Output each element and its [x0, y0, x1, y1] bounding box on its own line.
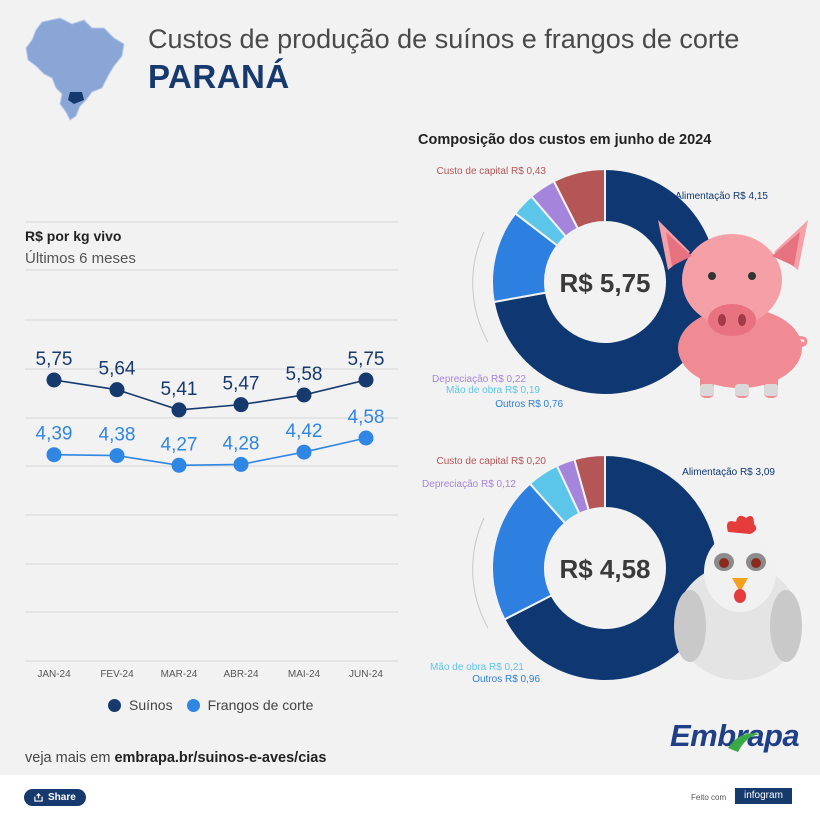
data-label: 4,58 [348, 407, 385, 428]
data-point [233, 456, 249, 472]
x-tick-label: MAR-24 [161, 669, 198, 680]
slice-label: Mão de obra R$ 0,19 [446, 385, 540, 396]
slice-label: Depreciação R$ 0,12 [422, 479, 516, 490]
slice-label: Custo de capital R$ 0,20 [436, 456, 546, 467]
data-point [109, 448, 125, 464]
data-point [358, 372, 374, 388]
chart-period-label: Últimos 6 meses [25, 250, 136, 267]
share-label: Share [48, 792, 76, 803]
data-label: 5,58 [286, 364, 323, 385]
data-label: 4,28 [223, 433, 260, 454]
footer-link-text: veja mais em embrapa.br/suinos-e-aves/ci… [25, 750, 326, 766]
page-title: Custos de produção de suínos e frangos d… [148, 24, 740, 54]
legend-dot-frangos [186, 698, 200, 712]
pie-slice [503, 453, 719, 682]
slice-label: Alimentação R$ 4,15 [675, 191, 768, 202]
legend-dot-suinos [108, 698, 121, 712]
slice-label: Alimentação R$ 3,09 [682, 467, 775, 478]
chart-unit-label: R$ por kg vivo [25, 228, 122, 244]
brazil-map-icon [25, 17, 125, 121]
callout-line [472, 231, 489, 343]
footer-link[interactable]: embrapa.br/suinos-e-aves/cias [114, 750, 327, 766]
pie-slice [573, 453, 606, 512]
data-point [296, 444, 312, 460]
share-button[interactable]: Share [24, 789, 86, 806]
donut-center-label: R$ 4,58 [559, 554, 650, 584]
bottom-bar: Share Feito com infogram [0, 775, 820, 820]
donut-hole [547, 510, 663, 626]
data-point [233, 397, 249, 413]
legend-item-suinos: Suínos [108, 697, 173, 713]
share-icon [34, 793, 43, 802]
infogram-link[interactable]: infogram [735, 788, 792, 804]
data-label: 4,27 [161, 434, 198, 455]
slice-label: Outros R$ 0,96 [472, 674, 540, 685]
data-label: 4,38 [99, 425, 136, 446]
data-label: 5,75 [36, 349, 73, 370]
state-title: PARANÁ [148, 58, 290, 95]
embrapa-swoosh-icon [728, 733, 760, 752]
composition-title: Composição dos custos em junho de 2024 [418, 132, 712, 148]
data-label: 5,47 [223, 374, 260, 395]
data-point [171, 402, 187, 418]
data-label: 5,75 [348, 349, 385, 370]
slice-label: Outros R$ 0,76 [495, 399, 563, 410]
x-tick-label: JUN-24 [349, 669, 383, 680]
data-point [46, 447, 62, 463]
data-point [171, 457, 187, 473]
chart-canvas: 5,75 5,64 5,41 5,47 5,58 5,75 4,39 4,38 4,27 4,28… [25, 166, 808, 685]
legend-item-frangos: Frangos de corte [186, 697, 314, 713]
legend-label-suinos: Suínos [129, 697, 173, 713]
donut-center-label: R$ 5,75 [559, 268, 650, 298]
slice-label: Depreciação R$ 0,22 [432, 374, 526, 385]
x-tick-label: FEV-24 [100, 669, 134, 680]
data-point [296, 387, 312, 403]
data-label: 4,39 [36, 424, 73, 445]
data-point [358, 430, 374, 446]
data-point [109, 382, 125, 398]
callout-line [472, 517, 489, 629]
data-label: 4,42 [286, 421, 323, 442]
series-line-suinos [53, 379, 367, 411]
data-label: 5,64 [99, 359, 136, 380]
footer-prefix: veja mais em [25, 750, 111, 766]
slice-label: Mão de obra R$ 0,21 [430, 662, 524, 673]
slice-label: Custo de capital R$ 0,43 [436, 166, 546, 177]
data-point [46, 372, 62, 388]
pig-illustration [658, 220, 808, 398]
legend-label-frangos: Frangos de corte [207, 697, 314, 713]
x-tick-label: MAI-24 [288, 669, 321, 680]
made-with-label: Feito com [691, 793, 727, 802]
series-line-frangos [53, 437, 367, 467]
chicken-illustration [674, 515, 802, 680]
chart-legend: Suínos Frangos de corte [108, 697, 313, 713]
x-tick-label: JAN-24 [37, 669, 71, 680]
data-label: 5,41 [161, 379, 198, 400]
pie-slice [552, 167, 606, 230]
donut-hole [547, 224, 663, 340]
x-tick-label: ABR-24 [223, 669, 258, 680]
